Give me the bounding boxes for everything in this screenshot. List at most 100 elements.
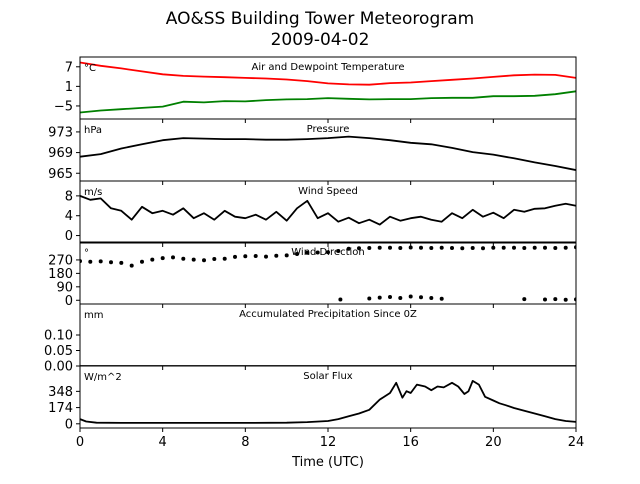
- wind_direction-series-1-point: [563, 297, 568, 302]
- xtick-label: 4: [159, 435, 167, 450]
- panels-group: 7 1 −5 °C Air and Dewpoint Temperature 965 969…: [44, 56, 577, 432]
- wind_direction-series-0-point: [357, 246, 361, 251]
- panel-wind_speed: 0 4 8 m/s Wind Speed: [65, 180, 577, 247]
- wind_direction-series-0-point: [315, 250, 320, 255]
- wind_direction-series-0-point: [264, 254, 268, 259]
- panel-temperature: 7 1 −5 °C Air and Dewpoint Temperature: [54, 56, 577, 123]
- wind_direction-series-0-point: [470, 246, 475, 250]
- wind_direction-series-0-point: [171, 255, 175, 260]
- temperature-series-0-line: [80, 61, 576, 86]
- temperature-panel-title: Air and Dewpoint Temperature: [252, 62, 405, 73]
- wind_direction-series-0-point: [388, 245, 392, 250]
- wind_direction-series-0-point: [553, 246, 558, 250]
- xtick-label: 24: [568, 435, 585, 450]
- wind_direction-series-1-point: [408, 294, 413, 299]
- wind_direction-series-0-point: [460, 246, 465, 251]
- wind_direction-series-0-point: [563, 245, 568, 250]
- figure-title-line1: AO&SS Building Tower Meteorogram: [166, 9, 474, 29]
- wind_direction-series-0-point: [140, 259, 144, 264]
- wind_direction-series-0-point: [160, 256, 165, 261]
- wind_direction-series-0-point: [326, 250, 330, 255]
- pressure-panel-title: Pressure: [307, 124, 350, 135]
- wind_direction-series-0-point: [181, 256, 186, 261]
- wind_direction-series-0-point: [346, 246, 351, 251]
- precip-panel-title: Accumulated Precipitation Since 0Z: [239, 309, 417, 320]
- wind_direction-series-0-point: [336, 249, 341, 253]
- wind_direction-series-0-point: [129, 263, 134, 268]
- wind_direction-series-0-point: [532, 245, 537, 250]
- wind_direction-series-0-point: [88, 259, 93, 264]
- wind_direction-series-1-point: [388, 295, 392, 299]
- wind_direction-series-0-point: [522, 246, 527, 250]
- wind_direction-series-0-point: [222, 256, 227, 261]
- wind_direction-series-1-point: [543, 297, 547, 302]
- wind_direction-series-0-point: [119, 260, 124, 265]
- wind_speed-ytick-label: 4: [65, 209, 73, 224]
- wind_speed-ytick-label: 8: [65, 189, 73, 204]
- solar-ytick-label: 174: [48, 401, 73, 416]
- wind_direction-series-0-point: [512, 245, 516, 250]
- wind_direction-series-0-point: [543, 245, 547, 250]
- wind_direction-series-1-point: [367, 296, 372, 301]
- pressure-ytick-label: 973: [48, 125, 73, 140]
- wind_direction-unit-label: °: [84, 248, 89, 259]
- wind_direction-series-0-point: [408, 245, 413, 250]
- x-axis: 0 4 8 12 16 20 24: [76, 435, 584, 450]
- panel-pressure: 965 969 973 hPa Pressure: [48, 118, 577, 185]
- pressure-unit-label: hPa: [84, 125, 102, 136]
- wind_direction-series-1-point: [439, 296, 444, 301]
- temperature-ytick-label: −5: [54, 99, 73, 114]
- pressure-ytick-label: 969: [48, 146, 73, 161]
- xtick-label: 8: [241, 435, 249, 450]
- wind_direction-series-1-point: [398, 296, 403, 300]
- wind_direction-ytick-label: 270: [48, 253, 73, 268]
- precip-ytick-label: 0.10: [44, 329, 73, 344]
- wind_direction-series-0-point: [284, 253, 289, 258]
- wind_direction-series-0-point: [439, 245, 444, 250]
- wind_direction-series-0-point: [150, 257, 155, 262]
- wind_speed-series-0-line: [80, 195, 576, 226]
- wind_direction-series-0-point: [109, 260, 113, 265]
- panel-precip: 0.000.050.10 mm Accumulated Precipitation …: [44, 303, 577, 375]
- wind_direction-series-0-point: [429, 246, 434, 250]
- wind_direction-series-1-point: [429, 296, 434, 300]
- xtick-label: 0: [76, 435, 84, 450]
- wind_direction-series-0-point: [481, 246, 485, 251]
- x-axis-label: Time (UTC): [291, 455, 364, 470]
- wind_direction-series-0-point: [274, 253, 279, 258]
- precip-unit-label: mm: [84, 310, 103, 321]
- solar-ytick-label: 0: [65, 417, 73, 432]
- wind_direction-ytick-label: 0: [65, 294, 73, 309]
- pressure-ytick-label: 965: [48, 167, 73, 182]
- wind_direction-series-0-point: [450, 246, 454, 250]
- wind_direction-series-0-point: [253, 254, 258, 258]
- xtick-label: 16: [402, 435, 419, 450]
- wind_direction-series-0-point: [491, 245, 496, 250]
- temperature-ytick-label: 7: [65, 60, 73, 75]
- xtick-label: 20: [485, 435, 502, 450]
- wind_speed-ytick-label: 0: [65, 229, 73, 244]
- wind_direction-series-0-point: [191, 257, 196, 262]
- wind_direction-panel-title: Wind Direction: [291, 247, 365, 258]
- wind_direction-series-0-point: [398, 246, 403, 250]
- temperature-series-1-line: [80, 90, 576, 114]
- wind_direction-series-0-point: [212, 257, 217, 261]
- wind_speed-panel-title: Wind Speed: [298, 186, 358, 197]
- precip-ytick-label: 0.00: [44, 360, 73, 375]
- wind_speed-unit-label: m/s: [84, 187, 102, 198]
- wind_direction-series-1-point: [338, 297, 343, 302]
- xtick-label: 12: [320, 435, 337, 450]
- solar-unit-label: W/m^2: [84, 372, 122, 383]
- wind_direction-series-0-point: [419, 245, 423, 250]
- wind_direction-series-0-point: [501, 245, 506, 250]
- solar-series-0-line: [80, 379, 576, 424]
- wind_direction-series-0-point: [377, 245, 382, 250]
- wind_direction-series-1-point: [377, 295, 382, 300]
- wind_direction-ytick-label: 180: [48, 267, 73, 282]
- wind_direction-series-0-point: [305, 250, 310, 255]
- pressure-series-0-line: [80, 135, 576, 171]
- wind_direction-series-0-point: [233, 254, 237, 259]
